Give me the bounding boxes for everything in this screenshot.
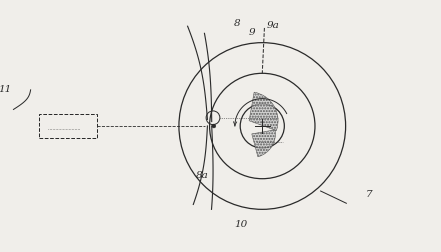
Wedge shape	[252, 130, 276, 157]
Bar	[39, 114, 97, 138]
Text: 7: 7	[366, 190, 373, 199]
Circle shape	[212, 124, 216, 128]
Text: 9: 9	[248, 28, 255, 37]
Text: 8: 8	[234, 19, 241, 27]
Wedge shape	[249, 92, 278, 131]
Text: 8a: 8a	[196, 171, 209, 179]
Text: 10: 10	[234, 219, 247, 229]
Text: 9a: 9a	[267, 21, 279, 30]
Text: 11: 11	[0, 85, 11, 94]
